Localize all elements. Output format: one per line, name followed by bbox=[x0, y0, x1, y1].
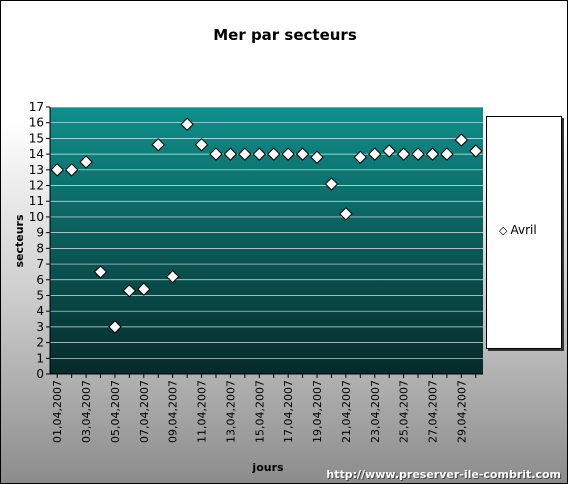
y-tick-label: 15 bbox=[29, 131, 44, 145]
y-tick-label: 1 bbox=[36, 351, 44, 365]
x-tick-label: 23,04,2007 bbox=[369, 380, 382, 443]
data-point-marker bbox=[440, 147, 454, 161]
x-tick-labels: 01,04,2007 03,04,2007 05,04,2007 07,04,2007… bbox=[51, 374, 477, 443]
data-point-marker bbox=[252, 147, 266, 161]
y-tick-label: 13 bbox=[29, 163, 44, 177]
x-tick-label: 27,04,2007 bbox=[426, 380, 439, 443]
legend: ◇ Avril bbox=[486, 116, 562, 349]
data-point-marker bbox=[295, 147, 310, 161]
data-point-marker bbox=[353, 150, 368, 164]
data-point-marker bbox=[324, 177, 339, 191]
data-point-marker bbox=[238, 147, 252, 161]
y-tick-label: 0 bbox=[36, 367, 44, 381]
data-point-marker bbox=[281, 147, 295, 161]
data-points bbox=[50, 117, 483, 334]
data-point-marker bbox=[267, 147, 281, 161]
y-tick-label: 11 bbox=[29, 194, 44, 208]
data-point-marker bbox=[411, 147, 425, 161]
data-point-marker bbox=[79, 155, 93, 169]
y-tick-label: 16 bbox=[29, 116, 44, 130]
x-tick-label: 07,04,2007 bbox=[138, 380, 151, 443]
x-tick-label: 21,04,2007 bbox=[340, 380, 353, 443]
x-tick-label: 19,04,2007 bbox=[311, 380, 324, 443]
legend-item-avril: ◇ Avril bbox=[499, 223, 537, 237]
y-tick-label: 9 bbox=[36, 226, 44, 240]
data-point-marker bbox=[310, 150, 324, 164]
data-point-marker bbox=[50, 163, 64, 177]
x-tick-label: 09,04,2007 bbox=[167, 380, 180, 443]
data-point-marker bbox=[425, 147, 440, 161]
diamond-marker-icon: ◇ bbox=[499, 224, 508, 237]
x-tick-label: 13,04,2007 bbox=[224, 380, 237, 443]
y-tick-label: 8 bbox=[36, 241, 44, 255]
data-point-marker bbox=[137, 282, 151, 296]
y-tick-label: 5 bbox=[36, 288, 44, 302]
chart-title: Mer par secteurs bbox=[213, 26, 357, 44]
data-point-marker bbox=[122, 284, 137, 298]
data-point-marker bbox=[194, 137, 209, 152]
x-tick-label: 01,04,2007 bbox=[51, 380, 64, 443]
y-tick-label: 6 bbox=[36, 273, 44, 287]
y-tick-label: 17 bbox=[29, 100, 44, 114]
y-tick-label: 2 bbox=[36, 336, 44, 350]
data-point-marker bbox=[396, 147, 411, 161]
data-point-marker bbox=[165, 269, 180, 284]
plot-area bbox=[50, 107, 483, 374]
x-tick-label: 05,04,2007 bbox=[109, 380, 122, 443]
source-url: http://www.preserver-ile-combrit.com bbox=[326, 468, 561, 481]
x-tick-label: 25,04,2007 bbox=[398, 380, 411, 443]
y-tick-label: 14 bbox=[29, 147, 44, 161]
data-point-marker bbox=[180, 117, 194, 131]
y-tick-label: 3 bbox=[36, 320, 44, 334]
x-tick-label: 11,04,2007 bbox=[196, 380, 209, 443]
data-point-marker bbox=[454, 133, 469, 147]
data-point-marker bbox=[93, 265, 108, 279]
x-tick-label: 17,04,2007 bbox=[282, 380, 295, 443]
x-tick-label: 29,04,2007 bbox=[455, 380, 468, 443]
grid-lines bbox=[50, 106, 483, 359]
y-tick-label: 10 bbox=[29, 210, 44, 224]
data-point-marker bbox=[382, 144, 396, 158]
x-axis-label: jours bbox=[251, 461, 284, 474]
data-point-marker bbox=[209, 147, 223, 161]
legend-label: Avril bbox=[510, 223, 537, 237]
data-point-marker bbox=[223, 147, 238, 161]
x-tick-label: 15,04,2007 bbox=[253, 380, 266, 443]
data-point-marker bbox=[151, 137, 165, 152]
y-tick-label: 7 bbox=[36, 257, 44, 271]
y-tick-label: 4 bbox=[36, 304, 44, 318]
data-point-marker bbox=[469, 144, 483, 158]
y-tick-label: 12 bbox=[29, 179, 44, 193]
data-point-marker bbox=[339, 207, 353, 221]
x-tick-label: 03,04,2007 bbox=[80, 380, 93, 443]
data-point-marker bbox=[368, 147, 382, 161]
y-axis-label: secteurs bbox=[13, 214, 26, 268]
data-point-marker bbox=[64, 163, 79, 177]
data-point-marker bbox=[108, 320, 122, 334]
